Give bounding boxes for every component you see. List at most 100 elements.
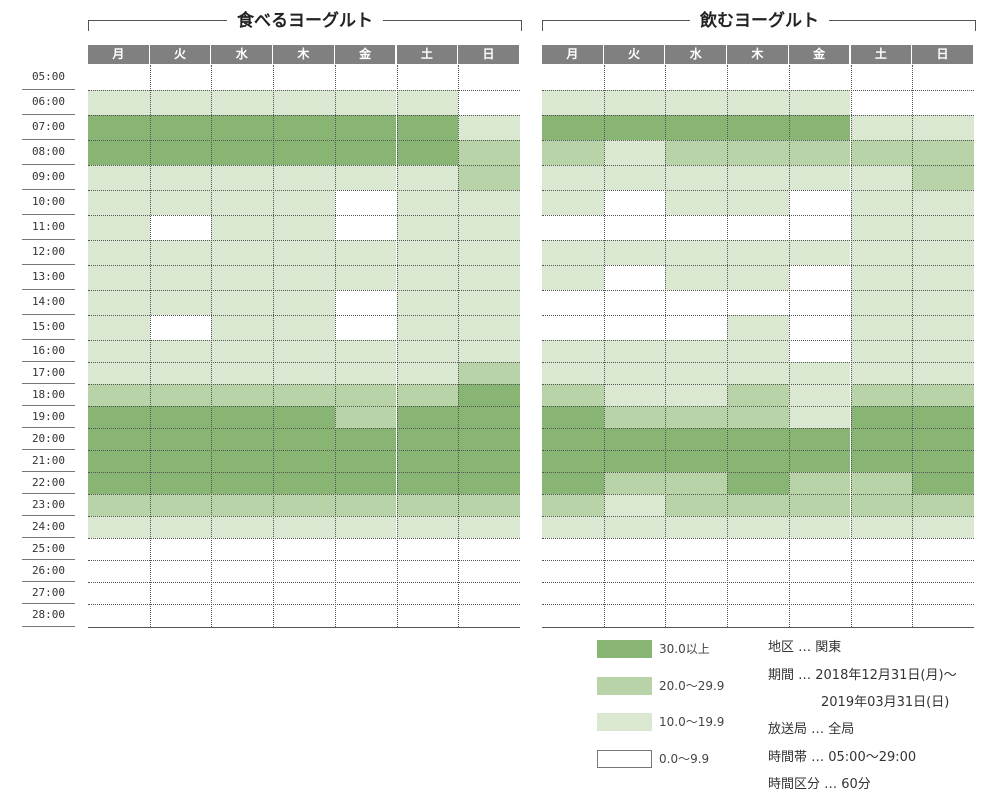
heatmap-cell: [149, 384, 212, 406]
heatmap-cell: [665, 340, 728, 362]
day-header-eat-0: 月: [88, 45, 149, 64]
legend-label-30plus: 30.0以上: [659, 642, 710, 656]
heatmap-cell: [665, 315, 728, 340]
heatmap-cell: [850, 165, 913, 190]
day-header-eat-4: 金: [334, 45, 396, 64]
heatmap-cell: [727, 450, 789, 472]
heatmap-cell: [211, 215, 274, 240]
heatmap-cell: [396, 406, 459, 428]
heatmap-cell: [396, 65, 459, 90]
heatmap-cell: [912, 362, 974, 384]
heatmap-cell: [88, 428, 150, 450]
time-label: 05:00: [22, 65, 75, 90]
heatmap-cell: [88, 494, 150, 516]
heatmap-cell: [542, 340, 604, 362]
heatmap-cell: [273, 604, 335, 627]
info-time-unit: 時間区分 … 60分: [768, 777, 871, 792]
heatmap-cell: [727, 265, 789, 290]
heatmap-cell: [788, 560, 851, 582]
grid-hline: [88, 516, 520, 517]
grid-vline: [149, 65, 151, 627]
heatmap-cell: [149, 65, 212, 90]
time-label: 18:00: [22, 384, 75, 406]
day-header-drink-5: 土: [850, 45, 912, 64]
heatmap-cell: [542, 90, 604, 115]
heatmap-cell: [665, 494, 728, 516]
heatmap-cell: [273, 406, 335, 428]
heatmap-cell: [603, 165, 666, 190]
grid-hline: [542, 450, 974, 451]
heatmap-cell: [396, 115, 459, 140]
grid-vline: [458, 65, 460, 627]
heatmap-cell: [912, 115, 974, 140]
heatmap-cell: [850, 340, 913, 362]
heatmap-cell: [334, 362, 397, 384]
heatmap-cell: [603, 406, 666, 428]
heatmap-cell: [665, 538, 728, 560]
heatmap-cell: [334, 450, 397, 472]
heatmap-cell: [149, 290, 212, 315]
grid-hline: [88, 190, 520, 191]
grid-hline: [88, 90, 520, 91]
time-label: 17:00: [22, 362, 75, 384]
legend-label-20-29: 20.0〜29.9: [659, 679, 725, 693]
heatmap-cell: [603, 140, 666, 165]
heatmap-cell: [665, 384, 728, 406]
left-panel-title: 食べるヨーグルト: [227, 10, 383, 32]
grid-vline: [273, 65, 275, 627]
heatmap-cell: [88, 290, 150, 315]
heatmap-cell: [211, 384, 274, 406]
heatmap-cell: [396, 428, 459, 450]
heatmap-cell: [603, 560, 666, 582]
heatmap-cell: [727, 362, 789, 384]
heatmap-cell: [727, 428, 789, 450]
grid-hline: [88, 362, 520, 363]
heatmap-cell: [273, 165, 335, 190]
heatmap-cell: [850, 406, 913, 428]
grid-hline: [88, 240, 520, 241]
time-label: 10:00: [22, 190, 75, 215]
heatmap-cell: [273, 65, 335, 90]
grid-hline: [542, 560, 974, 561]
time-label: 06:00: [22, 90, 75, 115]
heatmap-cell: [788, 115, 851, 140]
heatmap-cell: [912, 538, 974, 560]
heatmap-cell: [542, 384, 604, 406]
legend-swatch-30plus: [597, 640, 652, 658]
heatmap-cell: [211, 165, 274, 190]
heatmap-cell: [912, 290, 974, 315]
info-period-end: 2019年03月31日(日): [821, 695, 950, 710]
grid-vline: [665, 65, 667, 627]
heatmap-cell: [727, 384, 789, 406]
heatmap-cell: [149, 428, 212, 450]
heatmap-cell: [211, 340, 274, 362]
heatmap-cell: [396, 472, 459, 494]
grid-bottom-line: [88, 627, 520, 628]
heatmap-cell: [912, 604, 974, 627]
heatmap-cell: [727, 140, 789, 165]
heatmap-cell: [850, 362, 913, 384]
grid-hline: [542, 340, 974, 341]
heatmap-cell: [542, 582, 604, 604]
heatmap-cell: [149, 240, 212, 265]
heatmap-cell: [727, 340, 789, 362]
heatmap-cell: [396, 362, 459, 384]
heatmap-cell: [458, 190, 520, 215]
heatmap-cell: [149, 265, 212, 290]
legend-swatch-20-29: [597, 677, 652, 695]
heatmap-cell: [665, 165, 728, 190]
heatmap-cell: [850, 516, 913, 538]
grid-hline: [542, 494, 974, 495]
time-label: 14:00: [22, 290, 75, 315]
heatmap-cell: [788, 406, 851, 428]
heatmap-cell: [88, 604, 150, 627]
heatmap-cell: [788, 190, 851, 215]
heatmap-cell: [88, 90, 150, 115]
heatmap-cell: [912, 265, 974, 290]
heatmap-cell: [273, 90, 335, 115]
heatmap-cell: [273, 190, 335, 215]
heatmap-cell: [542, 140, 604, 165]
heatmap-cell: [396, 340, 459, 362]
heatmap-cell: [788, 516, 851, 538]
heatmap-cell: [458, 472, 520, 494]
